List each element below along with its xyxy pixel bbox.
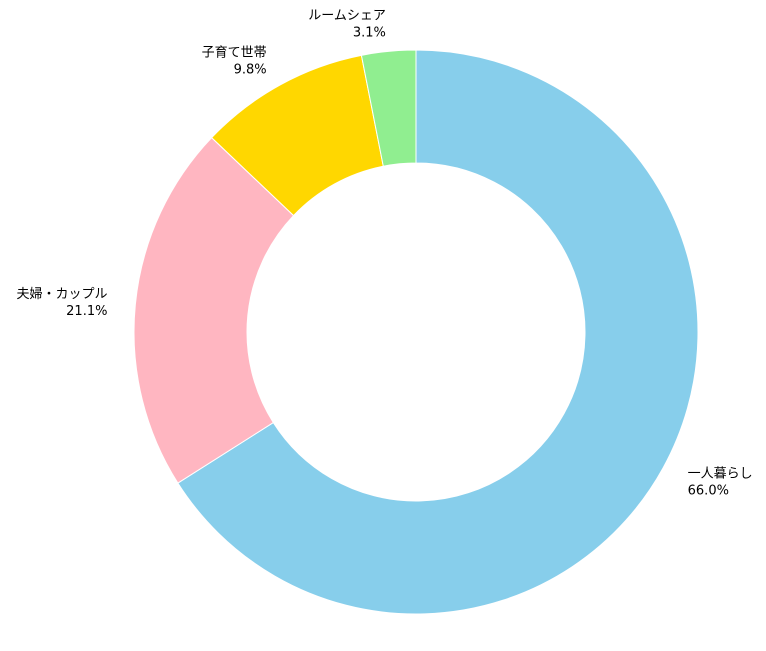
slice-label: 子育て世帯 (202, 44, 267, 60)
donut-slice (360, 49, 417, 167)
slice-value-label: 66.0% (688, 483, 729, 498)
slice-value-label: 21.1% (66, 304, 107, 319)
donut-slice (133, 136, 295, 484)
slice-label: 夫婦・カップル (16, 286, 107, 302)
slice-label: 一人暮らし (688, 466, 753, 481)
donut-slice (177, 49, 699, 615)
slice-value-label: 3.1% (353, 25, 386, 40)
slice-value-label: 9.8% (234, 62, 267, 77)
slice-label: ルームシェア (308, 8, 386, 23)
